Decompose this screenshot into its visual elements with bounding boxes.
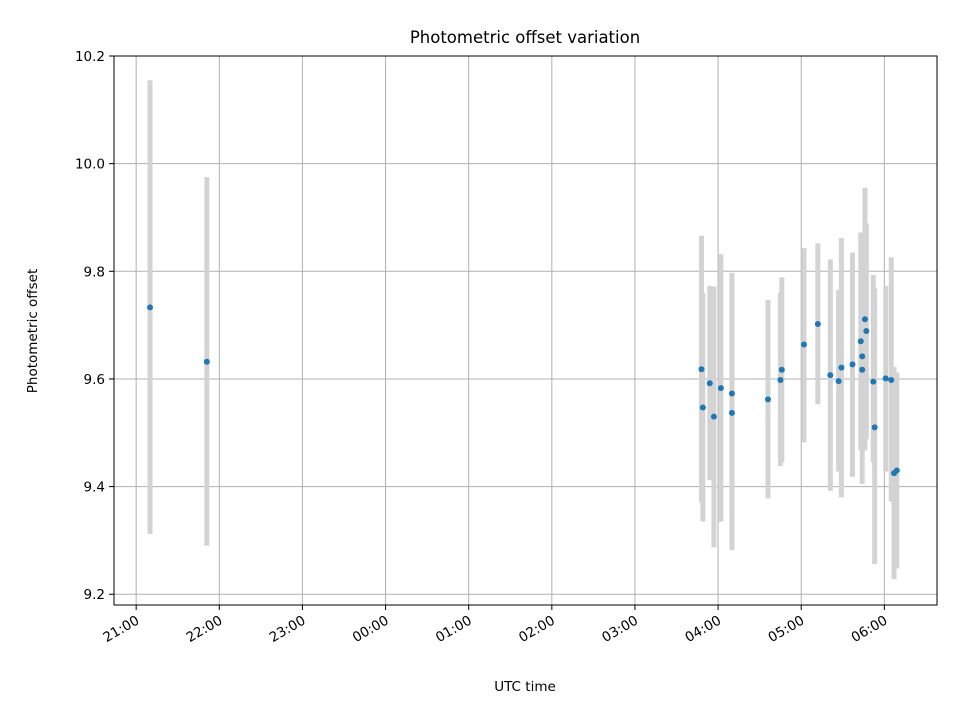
data-point [698,366,705,373]
data-point [710,413,717,420]
data-points [147,304,900,477]
data-point [147,304,154,311]
y-tick-label: 9.8 [84,264,105,280]
data-point [203,358,210,365]
data-point [777,377,784,384]
data-point [835,378,842,385]
data-point [728,409,735,416]
chart-title: Photometric offset variation [410,28,640,47]
data-point [893,467,900,474]
y-tick-label: 10.2 [75,49,105,65]
y-tick-label: 10.0 [75,157,105,173]
y-axis-ticks: 9.2 9.4 9.6 9.8 10.0 10.2 [75,49,114,603]
data-point [838,364,845,371]
data-point [728,390,735,397]
data-point [863,328,870,335]
data-point [849,361,856,368]
y-axis-label: Photometric offset [25,269,41,393]
data-point [717,385,724,392]
data-point [699,404,706,411]
data-point [859,353,866,360]
data-point [871,424,878,431]
y-tick-label: 9.6 [84,372,105,388]
data-point [827,372,834,379]
data-point [764,396,771,403]
data-point [800,341,807,348]
y-tick-label: 9.4 [84,480,105,496]
data-point [857,338,864,345]
plot-frame [113,55,938,606]
data-point [706,380,713,387]
data-point [778,366,785,373]
data-point [870,378,877,385]
data-point [861,316,868,323]
data-point [882,375,889,382]
x-axis-label: UTC time [494,679,556,695]
y-tick-label: 9.2 [84,587,105,603]
data-point [814,321,821,328]
data-point [888,377,895,384]
data-point [859,366,866,373]
